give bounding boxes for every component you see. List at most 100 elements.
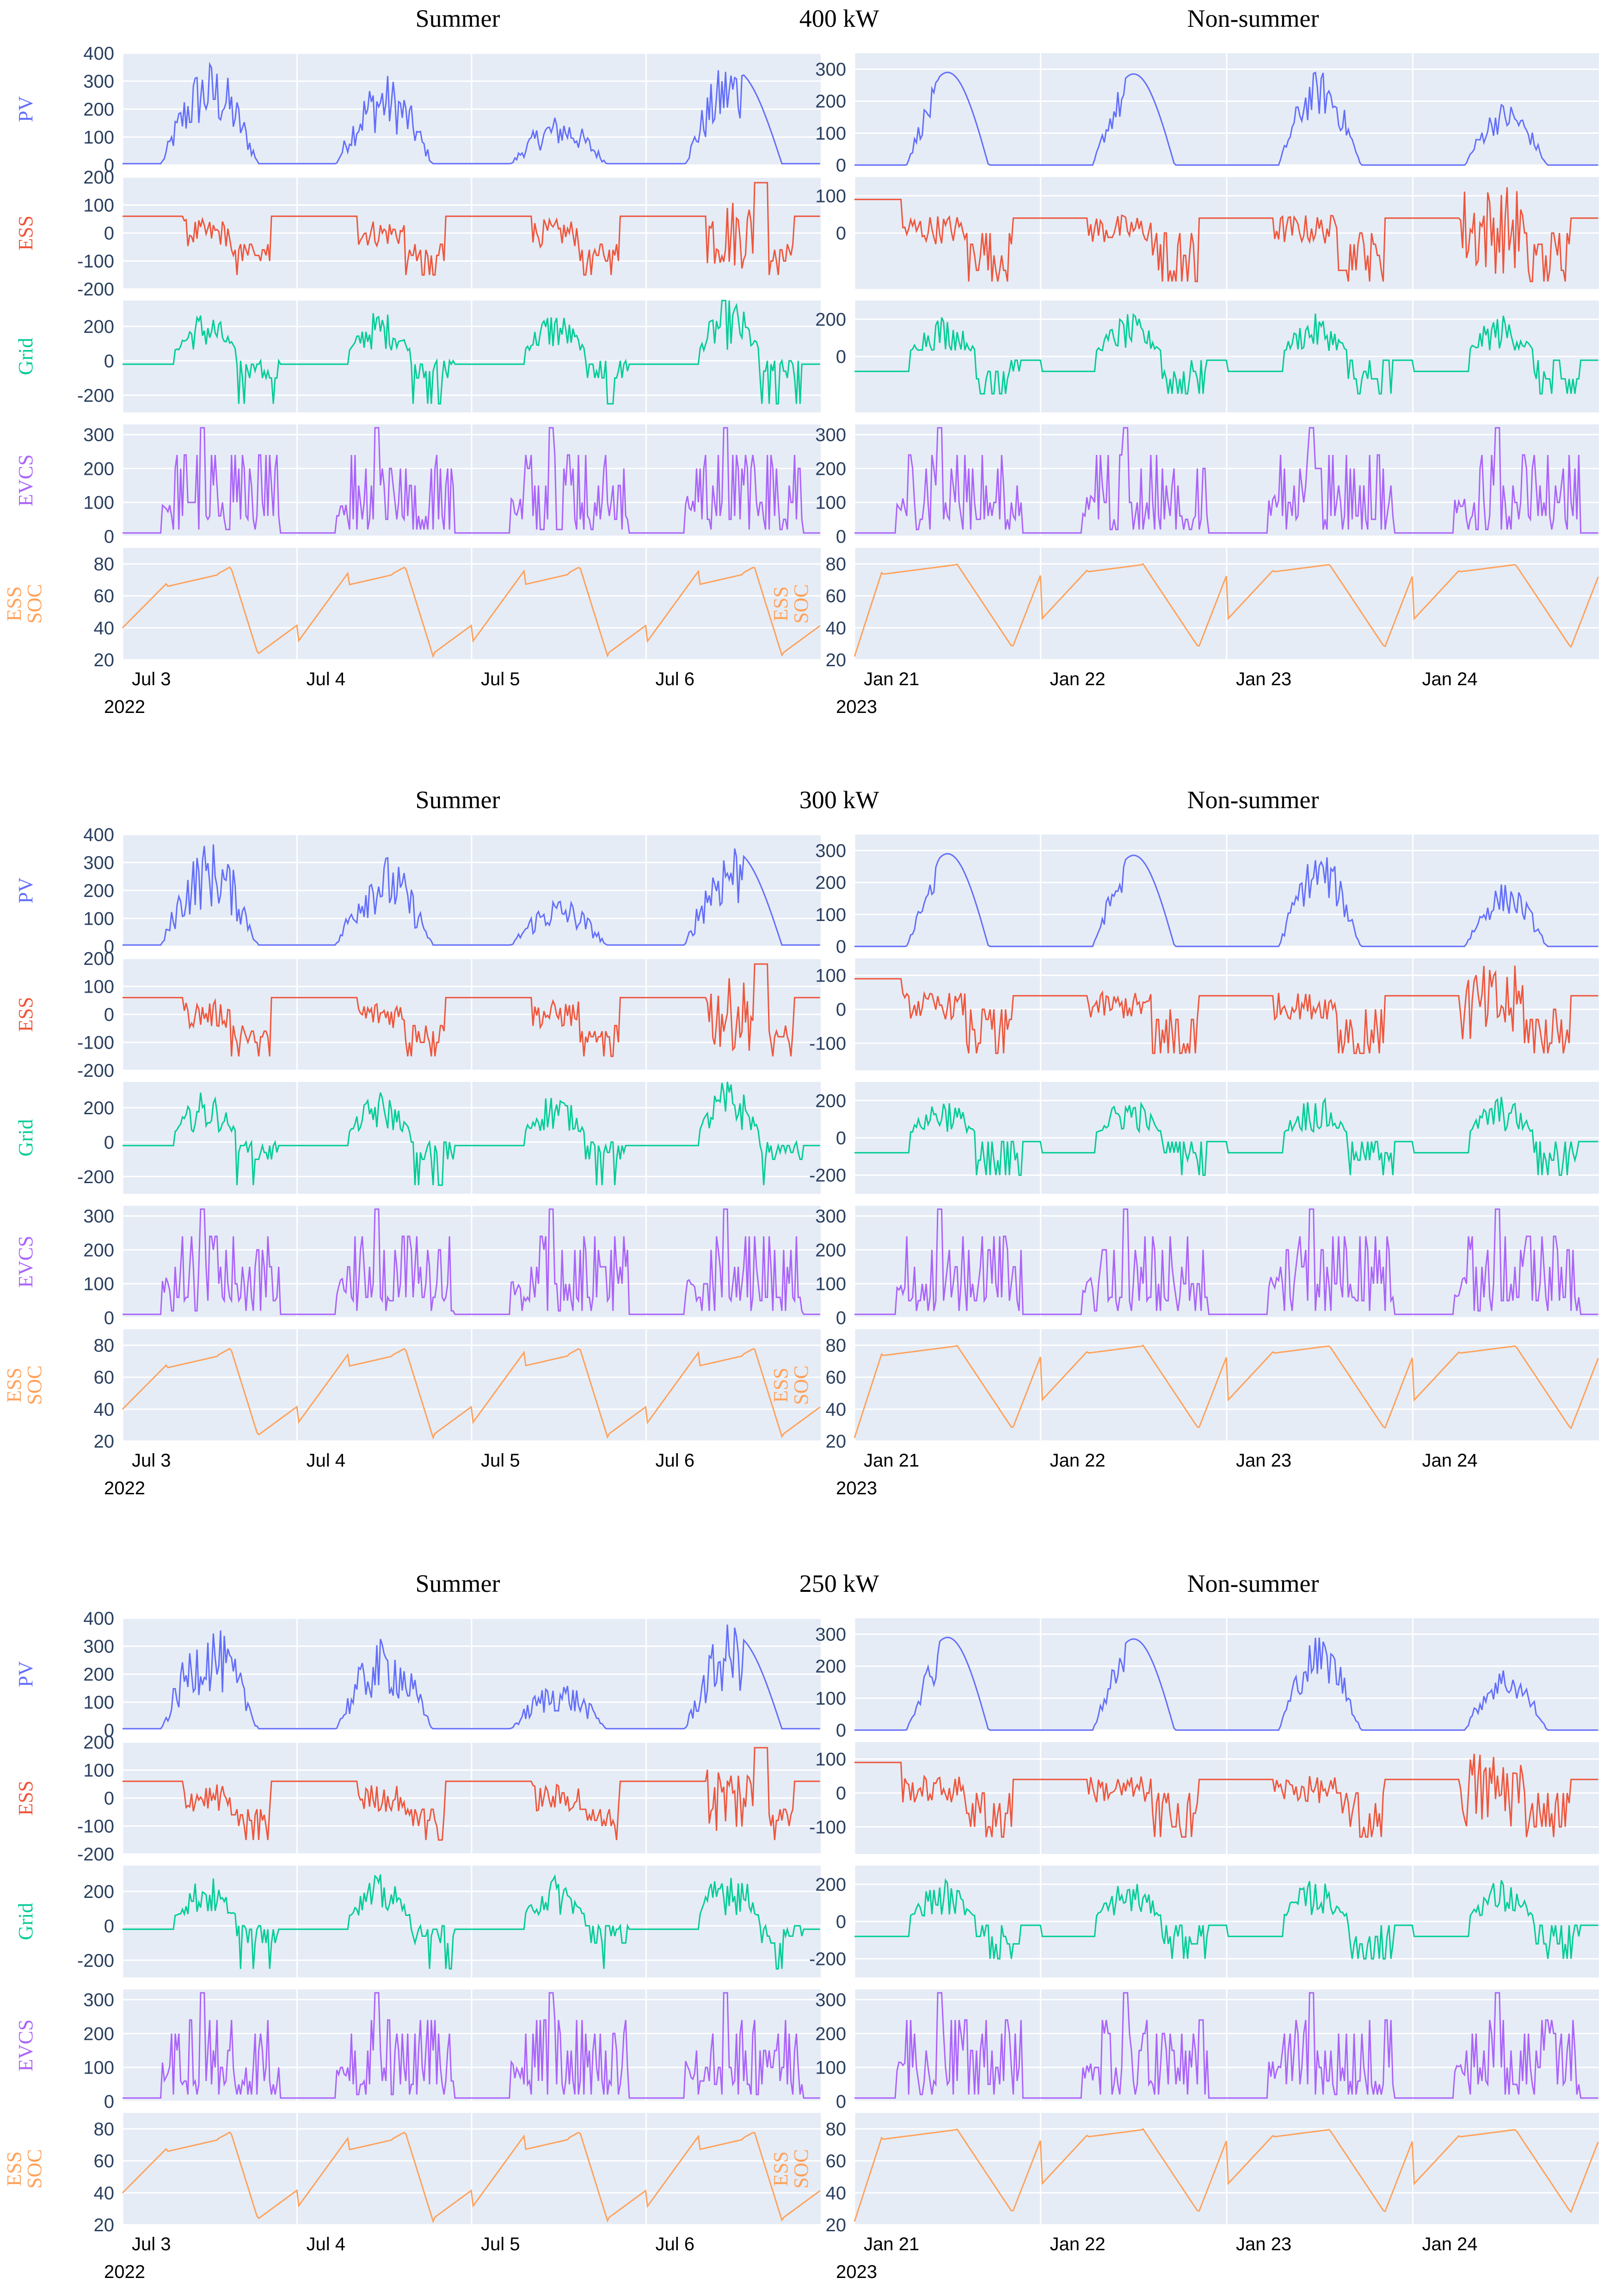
y-tick-label: 100 — [815, 966, 846, 986]
x-tick-label: Jul 3 — [132, 1450, 171, 1471]
series-line-grid — [123, 1081, 820, 1186]
y-axis-label: PV — [14, 96, 37, 122]
series-line-ess-soc — [854, 2128, 1599, 2222]
y-tick-label: -100 — [809, 1817, 846, 1837]
y-tick-label: 200 — [83, 167, 114, 188]
non-summer-title: Non-summer — [1187, 5, 1319, 32]
series-line-evcs — [123, 1992, 820, 2099]
y-tick-label: 300 — [83, 425, 114, 445]
capacity-label: 300 kW — [799, 786, 879, 814]
series-line-ess — [123, 182, 820, 276]
y-tick-label: 200 — [83, 459, 114, 479]
x-tick-label: Jan 24 — [1422, 2234, 1478, 2254]
series-line-evcs — [854, 1992, 1598, 2099]
y-tick-label: 200 — [815, 1240, 846, 1260]
y-tick-label: 0 — [104, 1788, 114, 1809]
x-tick-label: Jul 6 — [656, 669, 695, 689]
y-tick-label: 100 — [815, 186, 846, 206]
y-tick-label: 200 — [815, 459, 846, 479]
y-tick-label: 100 — [83, 1761, 114, 1781]
y-axis-label: Grid — [14, 1903, 37, 1940]
series-line-evcs — [854, 427, 1598, 534]
y-tick-label: 100 — [83, 196, 114, 216]
y-tick-label: 80 — [826, 1336, 847, 1356]
y-tick-label: 200 — [83, 2024, 114, 2044]
y-tick-label: 100 — [83, 493, 114, 513]
y-tick-label: 200 — [83, 1664, 114, 1685]
y-tick-label: 200 — [83, 1882, 114, 1902]
y-tick-label: 0 — [836, 223, 846, 244]
series-line-pv — [854, 1636, 1598, 1731]
series-line-ess — [123, 963, 820, 1057]
y-tick-label: 80 — [826, 554, 847, 575]
y-tick-label: 200 — [815, 873, 846, 893]
series-line-ess-soc — [122, 2131, 821, 2223]
y-tick-label: -200 — [77, 279, 114, 300]
x-tick-label: Jan 24 — [1422, 669, 1478, 689]
y-tick-label: 200 — [83, 317, 114, 337]
y-tick-label: -200 — [809, 1166, 846, 1186]
y-tick-label: 0 — [104, 1308, 114, 1328]
y-tick-label: -200 — [77, 1061, 114, 1081]
series-line-ess-soc — [122, 1348, 821, 1440]
y-tick-label: 0 — [104, 527, 114, 547]
y-tick-label: 20 — [826, 650, 847, 670]
y-tick-label: 200 — [815, 92, 846, 112]
y-tick-label: 0 — [104, 351, 114, 371]
y-tick-label: 0 — [104, 155, 114, 176]
x-tick-label: Jan 24 — [1422, 1450, 1478, 1471]
y-tick-label: 300 — [83, 1206, 114, 1227]
y-tick-label: 0 — [104, 1916, 114, 1936]
summer-title: Summer — [416, 786, 500, 814]
y-tick-label: 300 — [83, 853, 114, 873]
y-tick-label: 0 — [836, 2092, 846, 2112]
x-tick-label: Jul 5 — [481, 2234, 520, 2254]
y-axis-label: ESS — [14, 1780, 37, 1816]
y-tick-label: 80 — [826, 2119, 847, 2140]
y-tick-label: 0 — [104, 937, 114, 957]
summer-title: Summer — [416, 1570, 500, 1597]
y-tick-label: 300 — [815, 425, 846, 445]
x-tick-label: Jul 4 — [307, 669, 346, 689]
y-tick-label: 100 — [815, 905, 846, 925]
series-line-ess — [123, 1747, 820, 1841]
x-year-label: 2023 — [836, 1478, 877, 1498]
y-tick-label: 100 — [815, 1750, 846, 1770]
x-tick-label: Jul 6 — [656, 2234, 695, 2254]
y-tick-label: 100 — [815, 1274, 846, 1295]
y-tick-label: 0 — [104, 1720, 114, 1741]
x-tick-label: Jul 5 — [481, 1450, 520, 1471]
x-year-label: 2022 — [104, 1478, 145, 1498]
x-year-label: 2023 — [836, 2262, 877, 2282]
series-line-grid — [123, 300, 820, 405]
x-tick-label: Jan 22 — [1050, 669, 1106, 689]
y-tick-label: -100 — [77, 1817, 114, 1837]
y-tick-label: -200 — [77, 1844, 114, 1865]
y-axis-label: PV — [14, 878, 37, 903]
y-tick-label: 0 — [836, 527, 846, 547]
y-tick-label: -200 — [77, 1167, 114, 1187]
y-tick-label: 200 — [815, 1657, 846, 1677]
y-tick-label: 200 — [83, 881, 114, 901]
y-tick-label: 300 — [815, 60, 846, 80]
y-tick-label: 60 — [826, 1368, 847, 1388]
y-axis-label: ESSSOC — [3, 1365, 46, 1405]
y-axis-label: EVCS — [14, 2020, 37, 2071]
series-line-grid — [123, 1874, 820, 1970]
y-tick-label: 100 — [83, 128, 114, 148]
series-line-pv — [854, 71, 1598, 166]
non-summer-title: Non-summer — [1187, 1570, 1319, 1597]
series-line-pv — [123, 844, 820, 946]
y-tick-label: 100 — [83, 1693, 114, 1713]
x-tick-label: Jan 21 — [864, 1450, 919, 1471]
series-line-evcs — [854, 1208, 1598, 1315]
y-tick-label: 200 — [83, 949, 114, 969]
series-line-ess — [854, 187, 1598, 282]
series-line-pv — [123, 61, 820, 165]
series-line-ess-soc — [122, 566, 821, 658]
y-tick-label: 300 — [815, 1990, 846, 2010]
y-tick-label: 60 — [94, 2151, 115, 2172]
y-tick-label: 20 — [826, 2215, 847, 2235]
y-tick-label: 100 — [815, 493, 846, 513]
